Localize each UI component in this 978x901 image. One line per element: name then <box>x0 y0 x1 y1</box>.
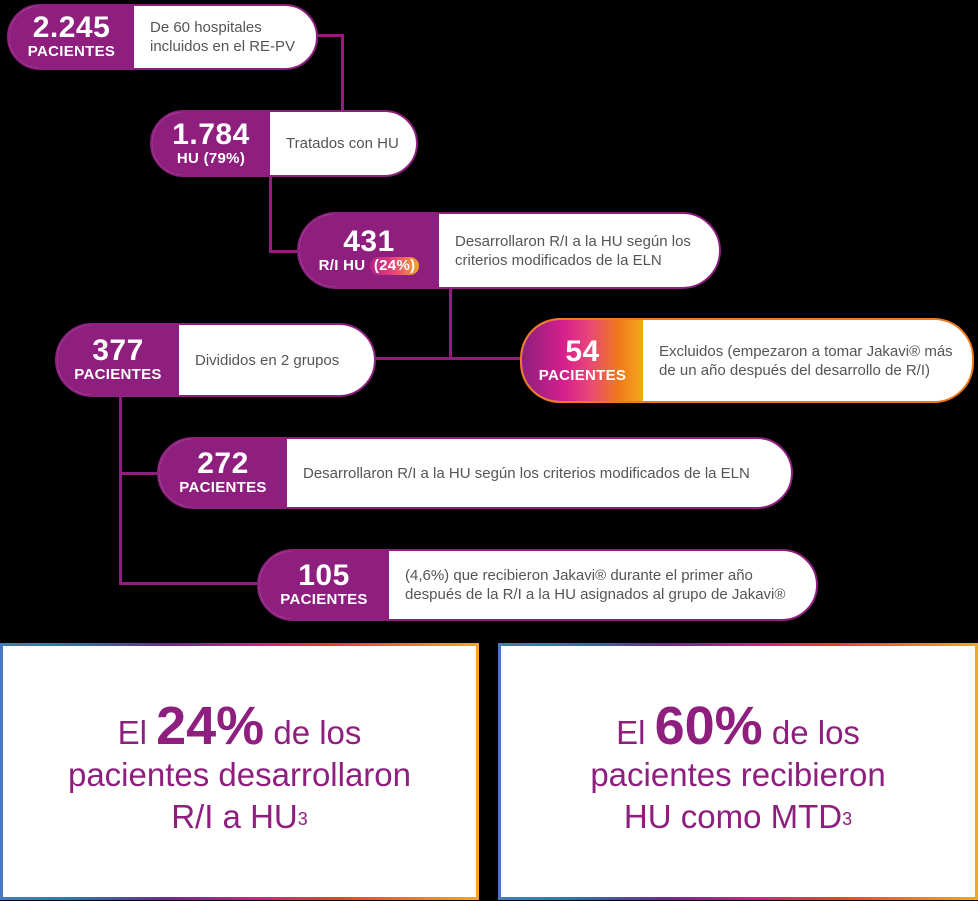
flow-node-hu-group: 272 PACIENTES Desarrollaron R/I a la HU … <box>157 437 793 509</box>
connector <box>341 34 344 111</box>
patient-count: 272 <box>197 447 249 480</box>
footnote-ref: 3 <box>842 809 853 829</box>
count-label: PACIENTES <box>74 366 162 383</box>
count-label: PACIENTES <box>280 591 368 608</box>
node-description: Excluidos (empezaron a tomar Jakavi® más… <box>659 342 953 379</box>
node-count: 2.245 PACIENTES <box>9 6 134 68</box>
node-count: 272 PACIENTES <box>159 439 287 507</box>
patient-count: 377 <box>92 334 144 367</box>
flow-node-excluded: 54 PACIENTES Excluidos (empezaron a toma… <box>520 318 974 403</box>
node-description: Desarrollaron R/I a la HU según los crit… <box>303 464 750 482</box>
patient-count: 2.245 <box>32 11 111 44</box>
patient-count: 105 <box>298 559 350 592</box>
connector <box>119 582 259 585</box>
callout-box-ri: El 24% de los pacientes desarrollaron R/… <box>0 643 479 900</box>
node-description: (4,6%) que recibieron Jakavi® durante el… <box>405 567 786 603</box>
flow-node-jakavi-group: 105 PACIENTES (4,6%) que recibieron Jaka… <box>257 549 818 621</box>
count-label: PACIENTES <box>179 479 267 496</box>
flow-node-hu-treated: 1.784 HU (79%) Tratados con HU <box>150 110 418 177</box>
flow-node-total: 2.245 PACIENTES De 60 hospitales incluido… <box>7 4 318 70</box>
connector <box>119 472 159 475</box>
callout-text: El 60% de los pacientes recibieron HU co… <box>590 696 886 835</box>
node-count: 431 R/I HU (24%) <box>299 214 439 287</box>
percent-pill: (24%) <box>369 256 420 275</box>
node-count: 377 PACIENTES <box>57 325 179 395</box>
patient-count: 54 <box>565 334 600 368</box>
flow-node-ri-hu: 431 R/I HU (24%) Desarrollaron R/I a la … <box>297 212 721 289</box>
count-label: HU (79%) <box>176 149 246 167</box>
node-count: 1.784 HU (79%) <box>152 112 270 175</box>
node-count: 105 PACIENTES <box>259 551 389 619</box>
node-description: Desarrollaron R/I a la HU según los crite… <box>455 232 691 269</box>
node-description: De 60 hospitales incluidos en el RE-PV <box>150 19 296 55</box>
connector <box>269 176 272 252</box>
connector <box>269 250 299 253</box>
highlight-percent: 24% <box>156 696 265 756</box>
highlight-percent: 60% <box>654 696 763 756</box>
callout-box-mtd: El 60% de los pacientes recibieron HU co… <box>498 643 978 900</box>
node-count: 54 PACIENTES <box>522 320 643 401</box>
node-description: Divididos en 2 grupos <box>195 351 340 369</box>
callout-text: El 24% de los pacientes desarrollaron R/… <box>67 696 412 835</box>
node-description: Tratados con HU <box>286 135 399 152</box>
connector <box>316 34 344 37</box>
patient-count: 431 <box>343 224 395 258</box>
connector <box>449 287 452 359</box>
count-label: PACIENTES <box>538 366 627 384</box>
patient-count: 1.784 <box>172 117 250 151</box>
flow-node-split: 377 PACIENTES Divididos en 2 grupos <box>55 323 376 397</box>
connector <box>374 357 522 360</box>
count-label: R/I HU (24%) <box>319 256 420 275</box>
footnote-ref: 3 <box>297 809 308 829</box>
connector <box>119 395 122 585</box>
count-label: PACIENTES <box>27 43 116 60</box>
